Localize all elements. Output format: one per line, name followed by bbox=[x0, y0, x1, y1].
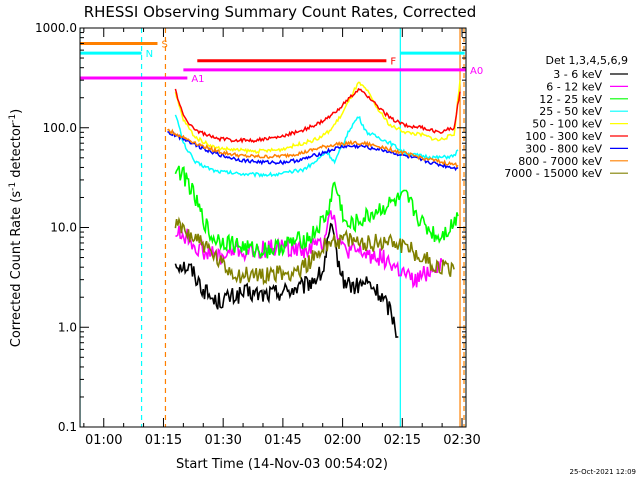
legend-label: 100 - 300 keV bbox=[525, 130, 602, 143]
x-axis-label: Start Time (14-Nov-03 00:54:02) bbox=[176, 457, 388, 472]
legend-label: 12 - 25 keV bbox=[539, 93, 602, 106]
x-tick-label: 01:30 bbox=[204, 433, 241, 448]
x-tick-label: 02:00 bbox=[324, 433, 361, 448]
flag-bar-label: A0 bbox=[470, 66, 483, 77]
series-line bbox=[174, 80, 461, 155]
legend-label: 7000 - 15000 keV bbox=[504, 167, 602, 180]
series-line bbox=[174, 222, 399, 338]
x-tick-label: 01:00 bbox=[85, 433, 122, 448]
y-axis-label-mid: detector bbox=[9, 122, 24, 182]
series-line bbox=[174, 87, 461, 144]
x-tick-label: 02:30 bbox=[443, 433, 480, 448]
legend-label: 300 - 800 keV bbox=[525, 142, 602, 155]
plot-frame bbox=[79, 27, 467, 428]
series-layer bbox=[167, 80, 461, 338]
series-line bbox=[167, 128, 459, 169]
legend-label: 3 - 6 keV bbox=[553, 68, 602, 81]
y-tick-label: 1000.0 bbox=[35, 21, 77, 35]
flag-bar-label: N bbox=[146, 49, 153, 60]
x-axis: 01:00 01:15 01:30 01:45 02:00 02:15 02:30 bbox=[83, 28, 481, 448]
date-stamp: 25-Oct-2021 12:09 bbox=[570, 468, 636, 476]
flag-bar-label: F bbox=[390, 57, 396, 68]
y-tick-label: 0.1 bbox=[58, 420, 77, 434]
y-axis-label-sup1: -1 bbox=[8, 182, 18, 191]
flag-bars: SN F A0 A1 bbox=[80, 39, 483, 85]
series-line bbox=[174, 165, 459, 259]
vertical-markers bbox=[80, 28, 466, 427]
flag-bar-label: A1 bbox=[191, 74, 204, 85]
legend-label: 6 - 12 keV bbox=[546, 80, 602, 93]
series-line bbox=[174, 216, 455, 286]
legend-label: 50 - 100 keV bbox=[532, 118, 602, 131]
legend-title: Det 1,3,4,5,6,9 bbox=[545, 54, 628, 67]
x-tick-label: 01:15 bbox=[145, 433, 182, 448]
y-tick-label: 100.0 bbox=[43, 121, 77, 135]
flag-bar-label: S bbox=[161, 39, 167, 50]
y-axis-label-main: Corrected Count Rate (s bbox=[9, 191, 24, 348]
legend-label: 800 - 7000 keV bbox=[518, 155, 602, 168]
y-tick-label: 10.0 bbox=[50, 221, 77, 235]
y-axis: 0.1 1.0 10.0 100.0 1000.0 bbox=[35, 21, 466, 434]
x-tick-label: 02:15 bbox=[384, 433, 421, 448]
legend-label: 25 - 50 keV bbox=[539, 105, 602, 118]
y-axis-label-end: ) bbox=[9, 109, 24, 114]
chart-title: RHESSI Observing Summary Count Rates, Co… bbox=[84, 3, 477, 21]
x-tick-label: 01:45 bbox=[264, 433, 301, 448]
y-axis-label: Corrected Count Rate (s-1 detector-1) bbox=[8, 109, 24, 347]
y-tick-label: 1.0 bbox=[58, 320, 77, 334]
y-axis-label-sup2: -1 bbox=[8, 114, 18, 123]
